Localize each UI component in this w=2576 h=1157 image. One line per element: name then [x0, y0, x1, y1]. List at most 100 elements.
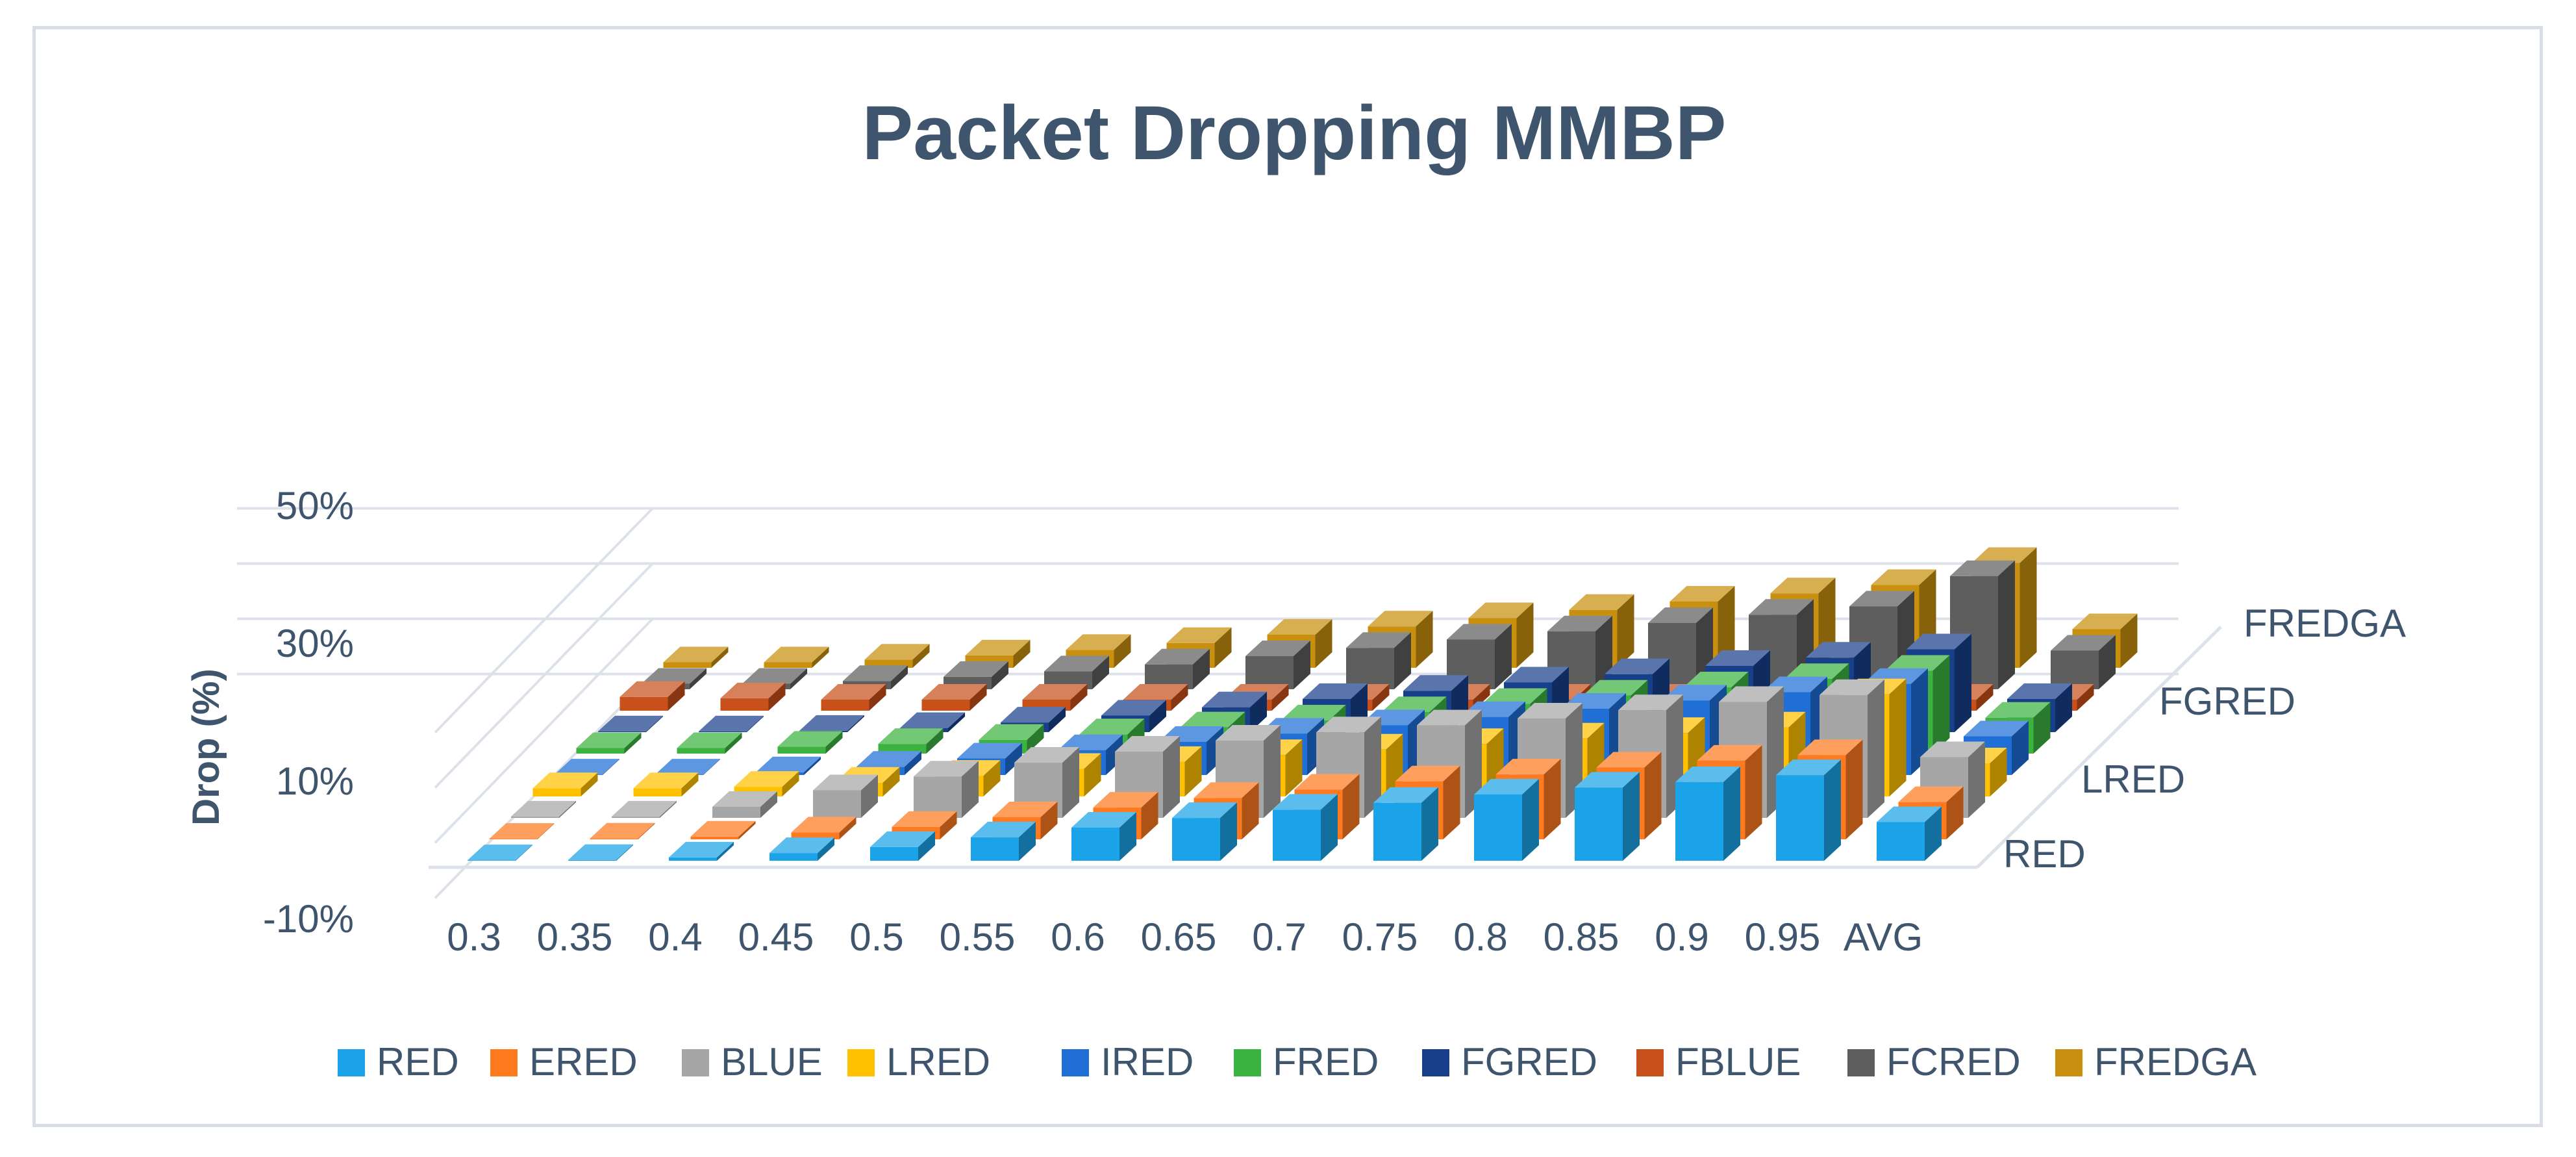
legend-label: LRED: [886, 1040, 990, 1084]
bars: [468, 547, 2138, 861]
bar-red-0.55: [971, 821, 1036, 861]
chart-title: Packet Dropping MMBP: [862, 90, 1727, 176]
y-tick-label: -10%: [263, 897, 354, 941]
legend-swatch: [847, 1049, 875, 1076]
bar-fred-0.35: [677, 732, 742, 754]
bar-fredga-0.3: [663, 646, 729, 668]
depth-tick-label: FREDGA: [2244, 602, 2406, 645]
legend-item-ered: ERED: [490, 1040, 638, 1084]
x-tick-label: 0.35: [537, 915, 613, 959]
bar-blue-0.35: [612, 800, 677, 818]
bar-blue-0.3: [511, 800, 576, 818]
x-tick-label: 0.95: [1745, 915, 1821, 959]
legend-label: FBLUE: [1675, 1040, 1801, 1084]
bar-fcred-0.6: [1245, 641, 1310, 689]
bar-fgred-0.4: [799, 715, 864, 732]
legend-item-fred: FRED: [1234, 1040, 1379, 1084]
bar-red-0.3: [468, 845, 532, 861]
bar-fblue-0.4: [821, 684, 886, 711]
bar-red-0.85: [1575, 772, 1640, 861]
legend-swatch: [490, 1049, 518, 1076]
gridline-depth: [434, 507, 654, 733]
legend-label: FREDGA: [2094, 1040, 2257, 1084]
x-tick-label: 0.4: [648, 915, 702, 959]
legend-swatch: [338, 1049, 365, 1076]
x-tick-label: 0.65: [1141, 915, 1217, 959]
bar-red-0.6: [1071, 812, 1136, 861]
bar-fcred-0.65: [1346, 632, 1411, 689]
legend-item-ired: IRED: [1062, 1040, 1194, 1084]
bar-red-0.45: [769, 837, 834, 861]
x-tick-label: 0.3: [447, 915, 501, 959]
bar-fcred-0.75: [1547, 615, 1612, 689]
bar-ered-0.4: [690, 820, 756, 839]
x-axis: 0.3 0.35 0.4 0.45 0.5 0.55 0.6 0.65 0.7 0.75 0.8 0.…: [447, 915, 1923, 959]
bar-blue-0.6: [1115, 736, 1180, 818]
bar-fcred-0.55: [1145, 648, 1210, 689]
bar-fcred-AVG: [2051, 635, 2116, 689]
legend-swatch: [2055, 1049, 2082, 1076]
bar-red-0.9: [1675, 766, 1740, 861]
legend-label: ERED: [529, 1040, 638, 1084]
bar-fredga-0.4: [864, 644, 930, 668]
y-axis: -10% 10% 30% 50%: [263, 484, 354, 941]
legend-label: IRED: [1101, 1040, 1194, 1084]
x-tick-label: 0.8: [1453, 915, 1507, 959]
x-tick-label: 0.45: [738, 915, 814, 959]
legend-label: FRED: [1273, 1040, 1379, 1084]
legend-item-blue: BLUE: [682, 1040, 823, 1084]
legend-swatch: [1636, 1049, 1664, 1076]
legend-label: FCRED: [1886, 1040, 2021, 1084]
bar-lred-0.3: [532, 772, 598, 796]
legend-item-fredga: FREDGA: [2055, 1040, 2257, 1084]
bar-ered-0.35: [590, 822, 655, 839]
legend-swatch: [1847, 1049, 1875, 1076]
bar-fredga-0.35: [764, 646, 829, 668]
legend: RED ERED BLUE LRED IRED FRED FGRED FBLUE FCRED FR…: [338, 1040, 2257, 1084]
bar-fcred-0.8: [1648, 607, 1713, 689]
legend-item-lred: LRED: [847, 1040, 990, 1084]
bar-red-0.75: [1373, 787, 1438, 861]
bar-red-0.8: [1474, 779, 1539, 861]
floor-side-edge: [1976, 626, 2222, 869]
bar-blue-0.5: [914, 761, 979, 818]
bar-fblue-0.45: [921, 684, 987, 711]
legend-item-fgred: FGRED: [1422, 1040, 1597, 1084]
bar-fgred-0.3: [598, 715, 663, 732]
y-tick-label: 50%: [276, 484, 354, 528]
legend-swatch: [1062, 1049, 1089, 1076]
bar-blue-0.45: [813, 774, 878, 818]
bar-fred-0.3: [576, 732, 642, 754]
x-tick-label: 0.6: [1051, 915, 1105, 959]
x-tick-label: AVG: [1844, 915, 1923, 959]
bar-fblue-0.35: [720, 682, 786, 711]
bar-red-0.5: [870, 831, 935, 861]
x-tick-label: 0.5: [849, 915, 903, 959]
depth-tick-label: FGRED: [2159, 680, 2295, 723]
bar-red-0.95: [1776, 759, 1841, 861]
x-tick-label: 0.7: [1252, 915, 1306, 959]
y-axis-title: Drop (%): [185, 668, 227, 826]
gridline-depth: [434, 618, 654, 844]
bar-ered-0.45: [791, 817, 857, 839]
legend-item-red: RED: [338, 1040, 459, 1084]
legend-swatch: [682, 1049, 709, 1076]
bar-red-0.35: [568, 844, 633, 861]
depth-tick-label: RED: [2003, 832, 2086, 876]
gridline-depth: [434, 563, 654, 789]
bar-ered-0.3: [489, 823, 555, 839]
x-tick-label: 0.85: [1544, 915, 1619, 959]
legend-label: FGRED: [1461, 1040, 1597, 1084]
chart-frame: Packet Dropping MMBP -10% 10% 30% 50% Drop …: [32, 26, 2543, 1127]
x-tick-label: 0.9: [1655, 915, 1708, 959]
bar-fgred-0.35: [699, 715, 764, 732]
bar-fred-0.4: [777, 731, 843, 754]
y-tick-label: 10%: [276, 759, 354, 803]
legend-swatch: [1234, 1049, 1261, 1076]
legend-swatch: [1422, 1049, 1449, 1076]
bar-fred-0.45: [878, 728, 944, 754]
bar-blue-0.4: [712, 791, 777, 818]
x-tick-label: 0.75: [1342, 915, 1418, 959]
bar-lred-0.35: [633, 772, 699, 796]
bar-red-0.7: [1273, 794, 1338, 861]
